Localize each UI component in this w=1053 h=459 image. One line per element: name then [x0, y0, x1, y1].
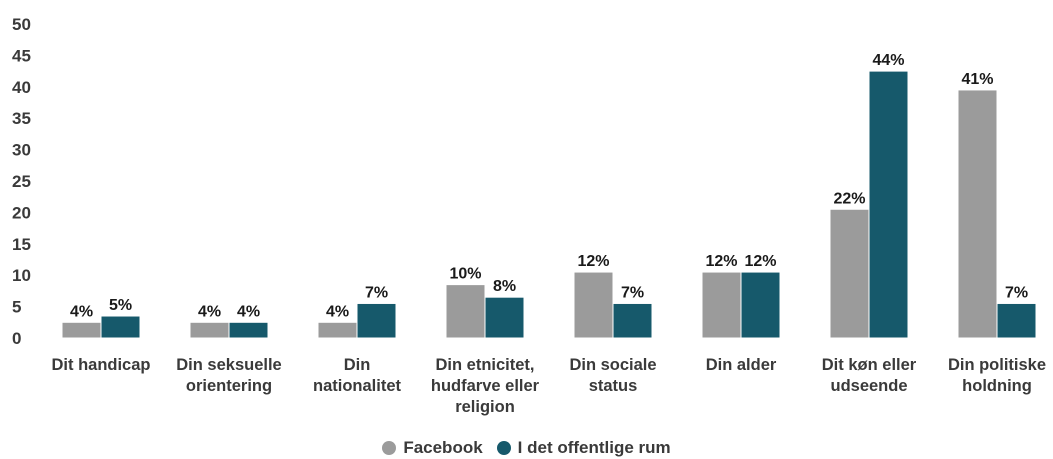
bar-facebook [445, 284, 486, 339]
data-label: 22% [833, 190, 865, 207]
data-label: 7% [1005, 284, 1028, 301]
bar-offentlige-rum [356, 302, 397, 339]
x-category-label: Din nationalitet [313, 356, 402, 395]
data-label: 4% [237, 303, 260, 320]
data-label: 4% [198, 303, 221, 320]
data-label: 4% [70, 303, 93, 320]
data-label: 8% [493, 278, 516, 295]
bar-facebook [189, 321, 230, 339]
bar-offentlige-rum [100, 315, 141, 339]
legend-swatch-offentlige-rum [496, 441, 511, 455]
x-category-label: Dit handicap [51, 356, 150, 374]
x-axis: Dit handicap Din seksuelle orientering Din n… [51, 356, 1046, 416]
x-category-label: Din alder [706, 356, 777, 374]
bar-facebook [701, 271, 742, 339]
y-tick-label: 0 [12, 329, 21, 348]
y-tick-label: 25 [12, 172, 31, 191]
y-tick-label: 15 [12, 235, 31, 254]
y-tick-label: 40 [12, 78, 31, 97]
y-tick-label: 5 [12, 298, 21, 317]
bar-offentlige-rum [228, 321, 269, 339]
bar-facebook [573, 271, 614, 339]
data-label: 41% [961, 71, 993, 88]
y-tick-label: 20 [12, 203, 31, 222]
data-label: 7% [621, 284, 644, 301]
data-labels-group: 4% 5% 4% 4% 4% 7% 10% 8% 12% 7% 12% 12% 22% 44% 41% 7% [70, 52, 1028, 320]
y-tick-label: 35 [12, 109, 31, 128]
legend-label-offentlige-rum: I det offentlige rum [517, 438, 671, 457]
data-label: 12% [744, 253, 776, 270]
data-label: 5% [109, 297, 132, 314]
legend-item-facebook: Facebook [382, 438, 483, 458]
legend-swatch-facebook [382, 441, 397, 455]
bar-facebook [957, 89, 998, 339]
legend: Facebook I det offentlige rum [0, 438, 1053, 458]
data-label: 4% [326, 303, 349, 320]
bar-facebook [317, 321, 358, 339]
data-label: 12% [705, 253, 737, 270]
bar-facebook [829, 208, 870, 339]
legend-label-facebook: Facebook [403, 438, 483, 457]
bar-offentlige-rum [868, 70, 909, 339]
x-category-label: Din sociale status [569, 356, 656, 395]
bar-facebook [61, 321, 102, 339]
y-tick-label: 45 [12, 46, 31, 65]
y-axis: 0 5 10 15 20 25 30 35 40 45 50 [12, 15, 31, 348]
bar-offentlige-rum [612, 302, 653, 339]
bar-offentlige-rum [996, 302, 1037, 339]
bar-offentlige-rum [484, 296, 525, 339]
y-tick-label: 10 [12, 266, 31, 285]
bars-group [61, 70, 1037, 339]
x-category-label: Din politiske holdning [948, 356, 1046, 395]
x-category-label: Din etnicitet, hudfarve eller religion [431, 356, 540, 416]
legend-item-offentlige-rum: I det offentlige rum [496, 438, 671, 458]
bar-chart: 0 5 10 15 20 25 30 35 40 45 50 4% 5% 4% 4% 4% 7% 10% 8% 12… [12, 15, 1046, 416]
y-tick-label: 30 [12, 141, 31, 160]
data-label: 7% [365, 284, 388, 301]
y-tick-label: 50 [12, 15, 31, 34]
x-category-label: Dit køn eller udseende [822, 356, 917, 395]
bar-offentlige-rum [740, 271, 781, 339]
data-label: 10% [449, 266, 481, 283]
data-label: 12% [577, 253, 609, 270]
x-category-label: Din seksuelle orientering [176, 356, 281, 395]
data-label: 44% [872, 52, 904, 69]
